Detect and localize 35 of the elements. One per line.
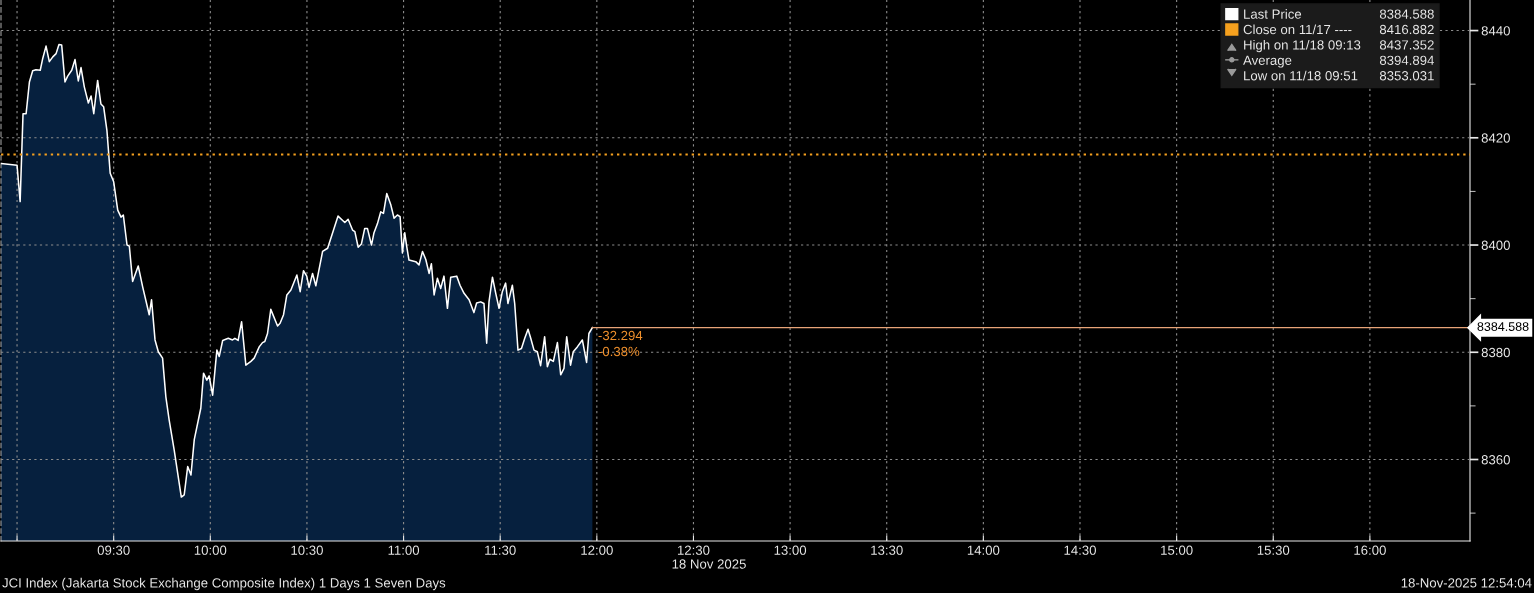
x-tick-label: 10:30 [291, 545, 323, 555]
x-tick-label: 10:00 [194, 545, 227, 555]
x-tick-label: 11:00 [388, 545, 420, 555]
x-tick-label: 13:00 [774, 545, 807, 555]
x-tick-label: 11:30 [485, 545, 516, 555]
x-tick-label: 12:00 [581, 545, 613, 555]
y-tick-label: 8380 [1481, 347, 1510, 358]
annotation: -32.294 [598, 330, 643, 341]
x-tick-label: 13:30 [871, 545, 903, 555]
x-tick-label: 12:30 [677, 545, 710, 555]
x-tick-label: 14:00 [967, 545, 1000, 555]
text: 18-Nov-2025 12:54:04 [1401, 578, 1532, 588]
annotation: 8394.894 [1379, 55, 1434, 65]
x-axis-title: 18 Nov 2025 [672, 559, 746, 569]
x-tick-label: 09:30 [97, 545, 130, 555]
annotation: 8416.882 [1379, 24, 1434, 35]
annotation: 8384.588 [1379, 9, 1434, 19]
legend-label: Close on 11/17 ---- [1243, 24, 1352, 35]
y-tick-label: 8400 [1481, 240, 1510, 250]
legend-label: Last Price [1244, 9, 1302, 19]
x-tick-label: 15:30 [1257, 545, 1290, 555]
x-tick-label: 15:00 [1161, 545, 1193, 555]
annotation: Low on 11/18 09:51 [1244, 70, 1358, 81]
annotation: -0.38% [598, 346, 640, 357]
annotation: 8353.031 [1379, 71, 1434, 81]
annotation: Average [1243, 55, 1292, 68]
ref-line-label: 8384.588 [1477, 322, 1529, 332]
y-tick-label: 8440 [1481, 26, 1510, 36]
x-tick-label: 14:30 [1064, 545, 1096, 555]
annotation: High on 11/18 09:13 [1244, 39, 1361, 53]
annotation: 8437.352 [1379, 40, 1434, 50]
text: JCI Index (Jakarta Stock Exchange Composite Index) 1 Days 1 Seven Days [2, 577, 446, 591]
y-tick-label: 8360 [1481, 455, 1510, 465]
x-tick-label: 16:00 [1354, 545, 1386, 555]
y-tick-label: 8420 [1481, 133, 1510, 143]
